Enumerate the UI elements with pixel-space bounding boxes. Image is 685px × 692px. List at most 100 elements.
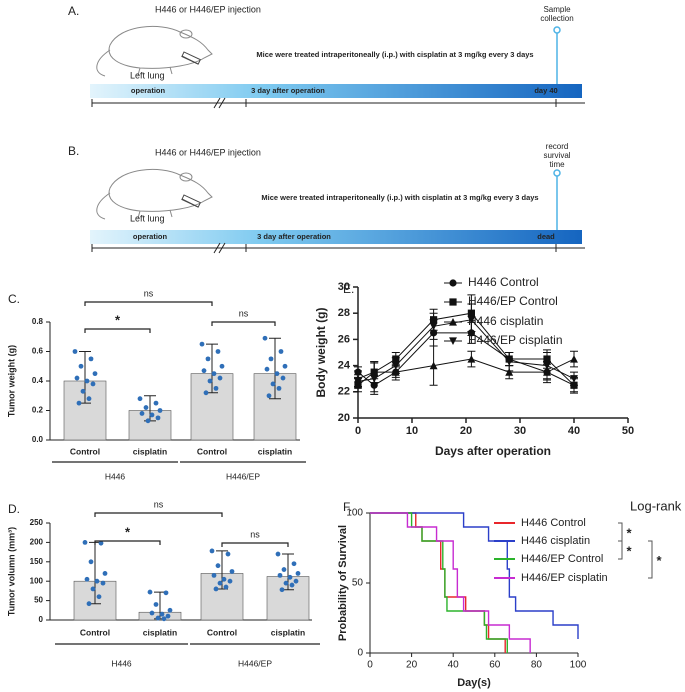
significance-bracket: [94, 540, 161, 545]
y-tick-label: 0.8: [32, 317, 44, 326]
significance-label: ns: [239, 308, 249, 318]
timeline-bar: [90, 84, 582, 98]
data-point: [282, 363, 288, 369]
test-label: Log-rank: [630, 498, 682, 513]
x-tick-label: 0: [367, 660, 373, 671]
significance-label: *: [125, 524, 131, 539]
y-tick-label: 26: [338, 333, 350, 345]
endpoint-text: survival: [543, 151, 570, 160]
x-tick-label: 100: [570, 660, 587, 671]
data-point: [157, 408, 163, 413]
data-point: [223, 584, 229, 590]
timeline-ticks: [91, 97, 557, 109]
y-tick-label: 100: [346, 508, 363, 519]
data-point: [270, 381, 276, 387]
timeline-label: 3 day after operation: [251, 86, 325, 95]
x-tick-label: cisplatin: [133, 446, 167, 456]
data-point: [283, 580, 289, 586]
y-tick-label: 200: [30, 538, 44, 547]
group-label: H446/EP: [226, 471, 260, 481]
data-point: [266, 393, 272, 399]
timeline-ticks: [91, 242, 557, 254]
data-point: [72, 349, 78, 354]
treatment-text: Mice were treated intraperitoneally (i.p…: [256, 50, 533, 59]
legend-label: H446/EP cisplatin: [521, 572, 608, 584]
panel-label: D.: [8, 502, 20, 516]
legend-marker: [449, 337, 457, 345]
panel-label: E.: [343, 282, 354, 296]
data-point: [221, 576, 227, 582]
y-tick-label: 28: [338, 307, 350, 319]
treatment-text: Mice were treated intraperitoneally (i.p…: [261, 193, 538, 202]
data-point: [207, 378, 213, 384]
data-point: [543, 362, 551, 370]
y-tick-label: 50: [352, 578, 364, 589]
y-tick-label: 0: [357, 648, 363, 659]
data-point: [86, 396, 92, 402]
x-tick-label: 80: [531, 660, 543, 671]
data-point: [264, 366, 270, 372]
data-point: [215, 349, 221, 354]
panel-b: B. H446 or H446/EP injection Left lung M…: [68, 142, 585, 254]
data-point: [370, 375, 379, 383]
significance-bracket: [211, 321, 276, 326]
y-tick-label: 0: [39, 615, 44, 624]
endpoint-text: Sample: [543, 5, 571, 14]
y-tick-label: 0.4: [32, 376, 44, 385]
y-axis-label: Probability of Survival: [337, 525, 349, 641]
legend-label: H446 Control: [468, 275, 539, 289]
lung-text: Left lung: [130, 213, 165, 223]
legend-label: H446/EP Control: [521, 553, 603, 565]
data-point: [155, 415, 161, 421]
data-point: [94, 578, 100, 584]
data-point: [90, 381, 96, 387]
data-point: [211, 371, 217, 377]
panel-label: C.: [8, 292, 20, 306]
panel-label: F.: [343, 500, 352, 514]
data-point: [281, 567, 287, 572]
y-tick-label: 150: [30, 557, 44, 566]
data-point: [211, 572, 217, 578]
data-point: [149, 610, 155, 616]
timeline-bar: [90, 230, 582, 244]
data-point: [203, 390, 209, 396]
legend-marker: [449, 298, 457, 306]
data-point: [145, 418, 151, 424]
y-tick-label: 0.2: [32, 406, 44, 415]
y-tick-label: 22: [338, 386, 350, 398]
data-point: [74, 375, 80, 381]
data-point: [570, 355, 578, 363]
data-point: [262, 335, 268, 341]
data-point: [102, 571, 108, 576]
panel-label: B.: [68, 144, 79, 158]
y-axis-label: Tumor weight (g): [6, 345, 16, 417]
data-point: [147, 589, 153, 595]
data-point: [139, 411, 145, 416]
mouse-illustration: [96, 168, 213, 220]
panel-a: A. H446 or H446/EP injection Left lung M…: [68, 4, 585, 109]
timeline-label: operation: [133, 232, 168, 241]
data-point: [354, 377, 362, 386]
endpoint-text: collection: [540, 14, 573, 23]
data-point: [137, 396, 143, 402]
injection-text: H446 or H446/EP injection: [155, 4, 261, 14]
x-axis-label: Days after operation: [435, 444, 551, 458]
data-point: [229, 569, 235, 574]
data-point: [287, 574, 293, 580]
y-tick-label: 20: [338, 412, 350, 424]
data-point: [88, 559, 94, 565]
x-tick-label: Control: [207, 627, 237, 637]
data-point: [225, 551, 231, 557]
data-point: [84, 378, 90, 384]
x-axis-label: Day(s): [457, 677, 491, 689]
mouse-illustration: [96, 25, 213, 77]
data-point: [215, 563, 221, 569]
survival-curve: [370, 512, 508, 653]
data-point: [278, 349, 284, 354]
significance-bracket: [648, 540, 653, 579]
significance-bracket: [221, 542, 289, 547]
endpoint-pin-head: [553, 169, 561, 177]
data-point: [88, 356, 94, 362]
y-tick-label: 30: [338, 281, 350, 293]
